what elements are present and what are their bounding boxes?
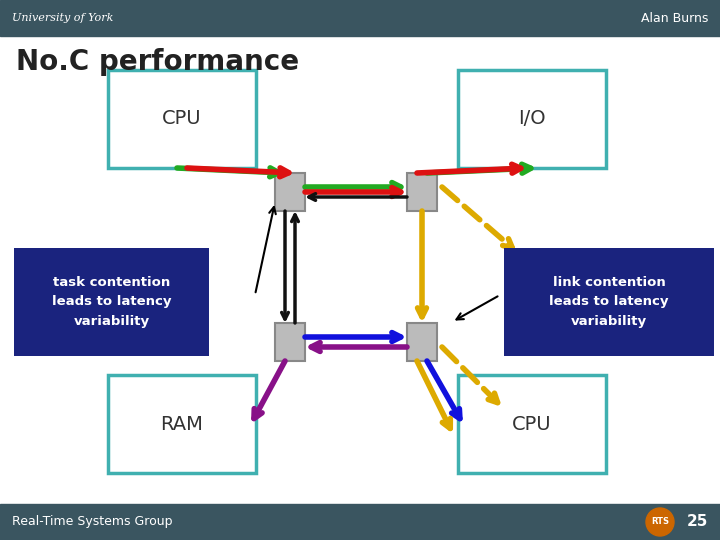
Bar: [275, 323, 305, 361]
Text: CPU: CPU: [512, 415, 552, 434]
Text: Real-Time Systems Group: Real-Time Systems Group: [12, 516, 173, 529]
Text: RTS: RTS: [651, 517, 669, 526]
Bar: [407, 323, 437, 361]
Text: No.C performance: No.C performance: [16, 48, 299, 76]
Text: link contention
leads to latency
variability: link contention leads to latency variabi…: [549, 276, 669, 327]
Circle shape: [646, 508, 674, 536]
Text: 25: 25: [687, 515, 708, 530]
Bar: [275, 173, 305, 211]
Bar: [14, 248, 209, 356]
Bar: [108, 70, 256, 168]
Text: I/O: I/O: [518, 110, 546, 129]
Text: RAM: RAM: [161, 415, 204, 434]
Bar: [108, 375, 256, 473]
Bar: [0, 504, 720, 540]
Bar: [504, 248, 714, 356]
Bar: [458, 375, 606, 473]
Text: University of York: University of York: [12, 13, 113, 23]
Text: CPU: CPU: [162, 110, 202, 129]
Bar: [458, 70, 606, 168]
Text: Alan Burns: Alan Burns: [641, 11, 708, 24]
Text: task contention
leads to latency
variability: task contention leads to latency variabi…: [53, 276, 172, 327]
Bar: [407, 173, 437, 211]
Bar: [0, 0, 720, 36]
